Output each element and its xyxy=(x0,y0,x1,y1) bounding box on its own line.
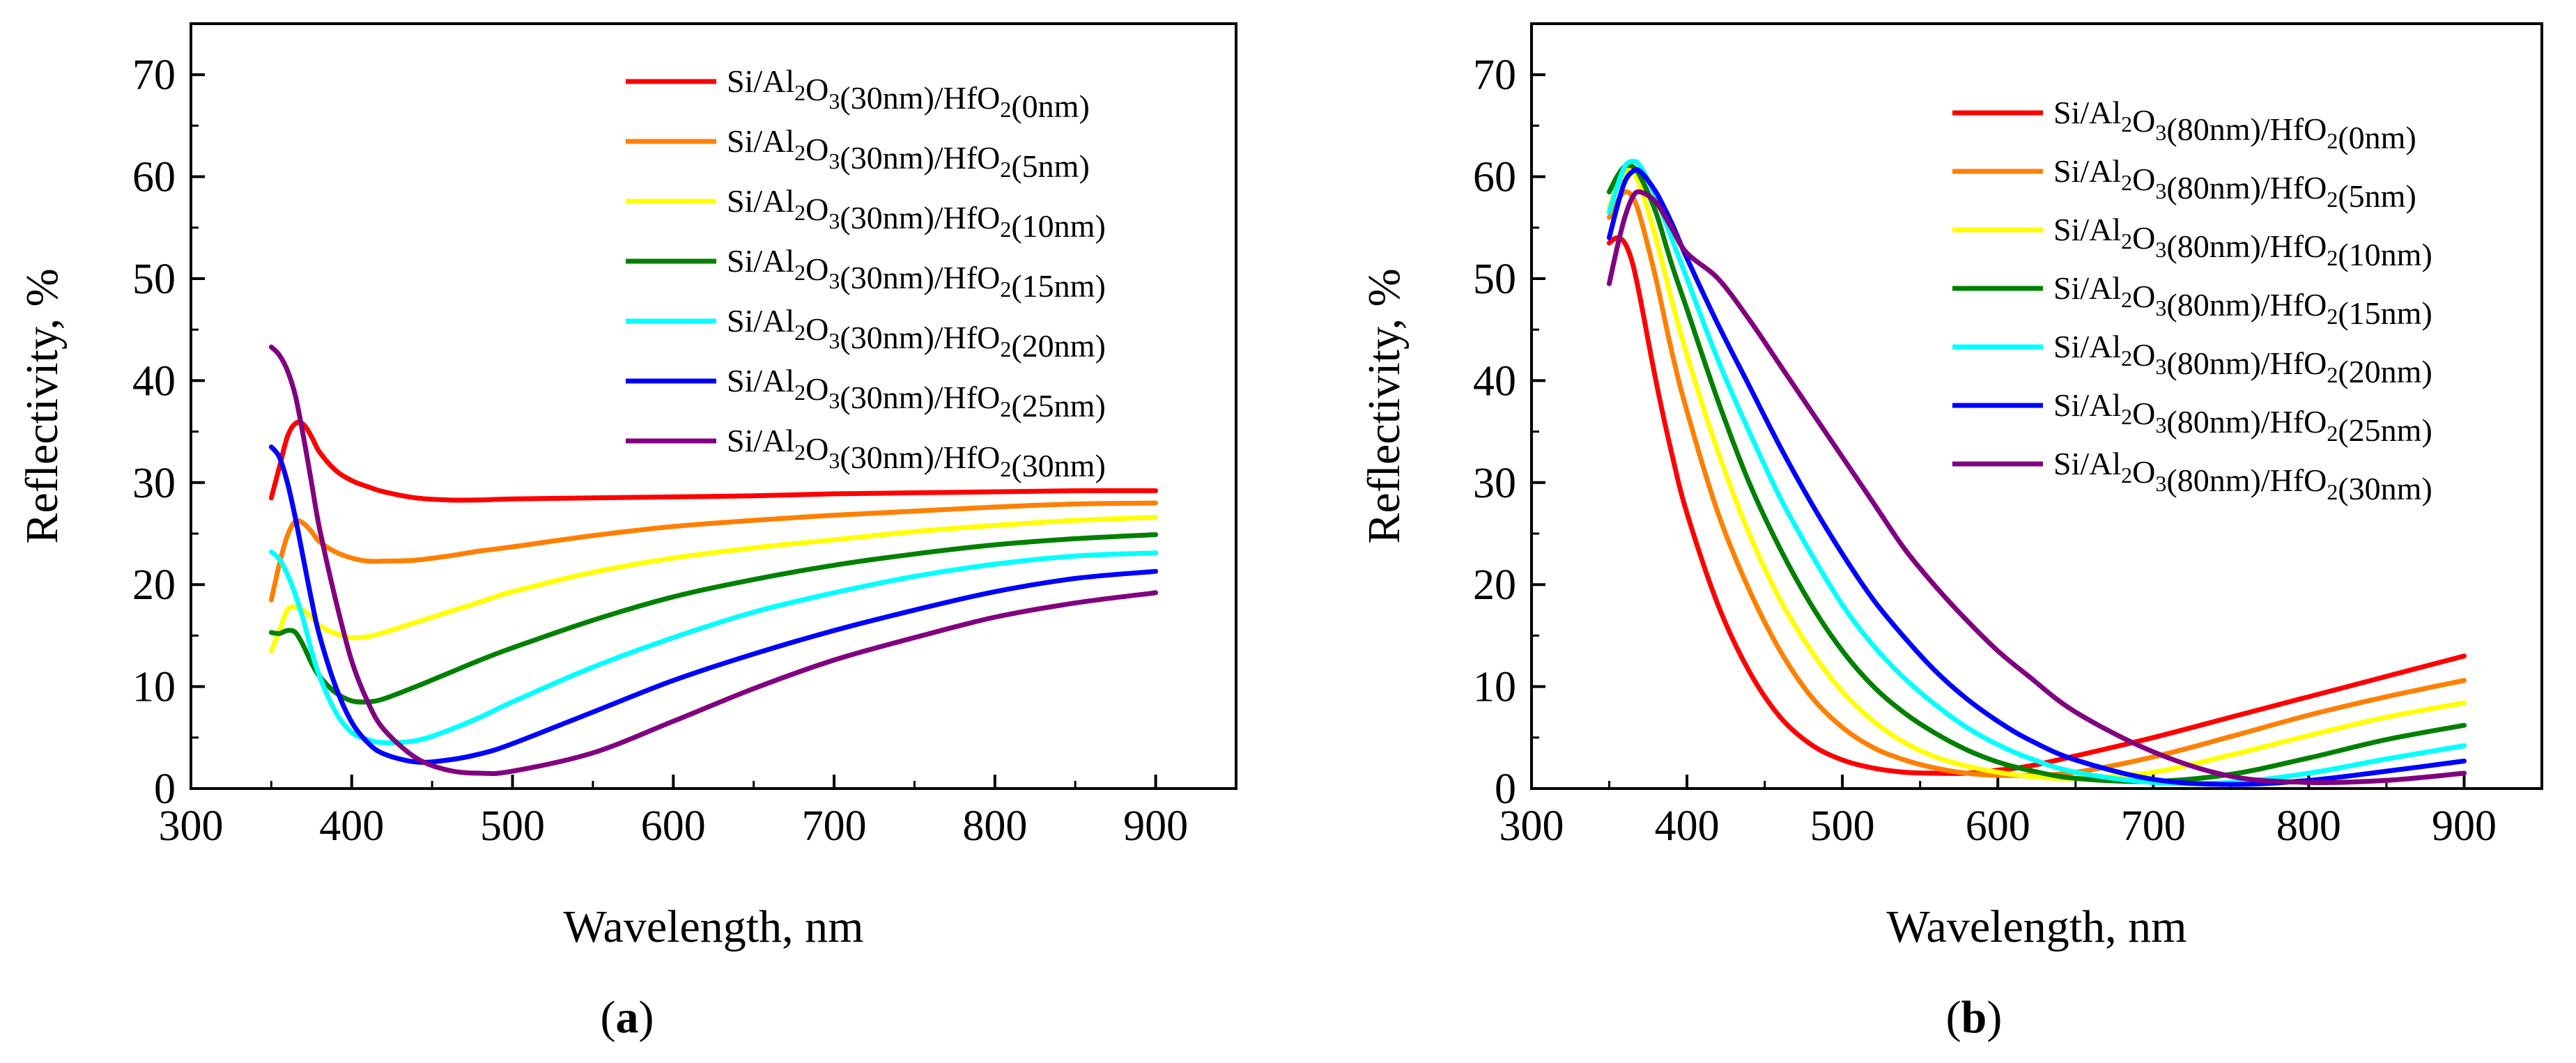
legend-label: Si/Al2O3(80nm)/HfO2(0nm) xyxy=(2053,95,2416,155)
legend-b: Si/Al2O3(80nm)/HfO2(0nm)Si/Al2O3(80nm)/H… xyxy=(1952,95,2432,506)
series-line-a-1 xyxy=(268,500,1159,603)
legend-label: Si/Al2O3(30nm)/HfO2(15nm) xyxy=(727,243,1106,304)
x-tick-label: 700 xyxy=(802,802,867,850)
legend-label: Si/Al2O3(30nm)/HfO2(5nm) xyxy=(727,123,1090,184)
x-axis-title-b: Wavelength, nm xyxy=(1887,901,2187,952)
series-line-a-3 xyxy=(268,532,1159,705)
y-tick-label: 10 xyxy=(132,664,176,711)
x-axis-title-a: Wavelength, nm xyxy=(564,901,864,952)
panel-letter-b: b xyxy=(1961,992,1987,1043)
chart-panel-b: 0 10 20 30 40 50 60 70 300 400 500 600 700 800 900 Si… xyxy=(1359,22,2543,1043)
legend-label: Si/Al2O3(30nm)/HfO2(30nm) xyxy=(727,423,1106,483)
y-tick-label: 30 xyxy=(132,460,176,507)
series-line-a-4 xyxy=(268,549,1159,745)
legend-label: Si/Al2O3(80nm)/HfO2(5nm) xyxy=(2053,153,2416,214)
y-axis-title-a: Reflectivity, % xyxy=(17,268,68,543)
series-line-a-5 xyxy=(268,444,1159,765)
y-tick-label: 40 xyxy=(132,357,176,405)
x-tick-label: 500 xyxy=(480,802,545,850)
y-tick-label: 20 xyxy=(1473,561,1516,609)
panel-letter-a: a xyxy=(616,992,639,1043)
legend-label: Si/Al2O3(30nm)/HfO2(10nm) xyxy=(727,183,1106,244)
legend-label: Si/Al2O3(80nm)/HfO2(15nm) xyxy=(2053,270,2432,331)
x-axis-ticks-b: 300 400 500 600 700 800 900 xyxy=(1499,775,2497,850)
series-line-a-2 xyxy=(268,515,1159,653)
legend-label: Si/Al2O3(30nm)/HfO2(25nm) xyxy=(727,363,1106,424)
series-line-b-5 xyxy=(1607,166,2467,787)
y-tick-label: 40 xyxy=(1473,357,1516,405)
x-tick-label: 500 xyxy=(1810,802,1875,850)
x-tick-label: 300 xyxy=(159,802,224,850)
x-tick-label: 600 xyxy=(1966,802,2030,850)
series-lines-b xyxy=(1607,159,2467,787)
series-lines-a xyxy=(268,344,1159,777)
panel-label-a: (a) xyxy=(601,992,654,1043)
y-tick-label: 70 xyxy=(132,52,176,99)
series-line-b-0 xyxy=(1607,235,2467,776)
x-tick-label: 800 xyxy=(962,802,1027,850)
panel-label-b: (b) xyxy=(1946,992,2003,1043)
series-line-b-6 xyxy=(1607,189,2467,785)
y-tick-label: 0 xyxy=(154,766,176,813)
x-tick-label: 400 xyxy=(1655,802,1720,850)
y-tick-label: 30 xyxy=(1473,460,1516,507)
y-axis-ticks-b: 0 10 20 30 40 50 60 70 xyxy=(1473,52,1545,813)
y-axis-ticks-a: 0 10 20 30 40 50 60 70 xyxy=(132,52,205,813)
x-tick-label: 300 xyxy=(1499,802,1564,850)
y-tick-label: 0 xyxy=(1495,766,1516,813)
x-tick-label: 900 xyxy=(1123,802,1188,850)
x-tick-label: 700 xyxy=(2121,802,2186,850)
legend-label: Si/Al2O3(80nm)/HfO2(10nm) xyxy=(2053,212,2432,272)
legend-label: Si/Al2O3(80nm)/HfO2(20nm) xyxy=(2053,329,2432,389)
x-axis-ticks-a: 300 400 500 600 700 800 900 xyxy=(159,775,1188,850)
x-tick-label: 600 xyxy=(641,802,706,850)
x-tick-label: 900 xyxy=(2432,802,2497,850)
y-tick-label: 50 xyxy=(1473,256,1516,303)
y-tick-label: 10 xyxy=(1473,664,1516,711)
chart-panel-a: 0 10 20 30 40 50 60 70 300 400 500 600 700 800 900 Si… xyxy=(17,22,1237,1043)
x-tick-label: 400 xyxy=(319,802,384,850)
x-tick-label: 800 xyxy=(2276,802,2341,850)
legend-label: Si/Al2O3(30nm)/HfO2(0nm) xyxy=(727,63,1090,124)
series-line-a-6 xyxy=(268,344,1159,777)
y-tick-label: 60 xyxy=(132,154,176,201)
y-tick-label: 60 xyxy=(1473,154,1516,201)
plot-frame-b xyxy=(1530,22,2543,790)
legend-label: Si/Al2O3(80nm)/HfO2(25nm) xyxy=(2053,387,2432,448)
series-line-b-1 xyxy=(1607,189,2467,778)
y-tick-label: 20 xyxy=(132,561,176,609)
legend-label: Si/Al2O3(80nm)/HfO2(30nm) xyxy=(2053,446,2432,506)
plot-frame-a xyxy=(190,22,1237,790)
y-tick-label: 50 xyxy=(132,256,176,303)
legend-label: Si/Al2O3(30nm)/HfO2(20nm) xyxy=(727,303,1106,364)
legend-a: Si/Al2O3(30nm)/HfO2(0nm)Si/Al2O3(30nm)/H… xyxy=(626,63,1106,483)
y-axis-title-b: Reflectivity, % xyxy=(1359,268,1410,543)
y-tick-label: 70 xyxy=(1473,52,1516,99)
